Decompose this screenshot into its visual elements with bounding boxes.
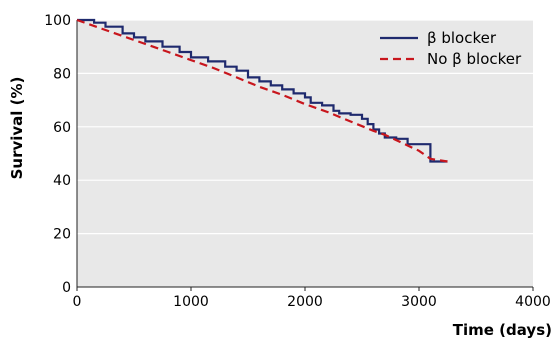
plot-area xyxy=(77,20,533,287)
x-tick-label: 0 xyxy=(73,294,82,310)
y-axis-title: Survival (%) xyxy=(8,77,26,180)
y-tick-label: 100 xyxy=(44,13,71,29)
y-tick-label: 20 xyxy=(53,227,71,243)
x-tick-label: 1000 xyxy=(173,294,209,310)
y-tick-label: 60 xyxy=(53,120,71,136)
series-line-2 xyxy=(76,18,448,163)
y-tick-label: 80 xyxy=(53,66,71,82)
x-tick-label: 4000 xyxy=(515,294,551,310)
y-tick-label: 0 xyxy=(62,280,71,296)
x-tick-label: 3000 xyxy=(401,294,437,310)
series-line-1 xyxy=(77,18,448,163)
legend-label-2: No β blocker xyxy=(427,50,522,68)
y-tick-label: 40 xyxy=(53,173,71,189)
legend-label-1: β blocker xyxy=(427,29,497,47)
x-axis-title: Time (days) xyxy=(453,321,552,339)
x-tick-label: 2000 xyxy=(287,294,323,310)
